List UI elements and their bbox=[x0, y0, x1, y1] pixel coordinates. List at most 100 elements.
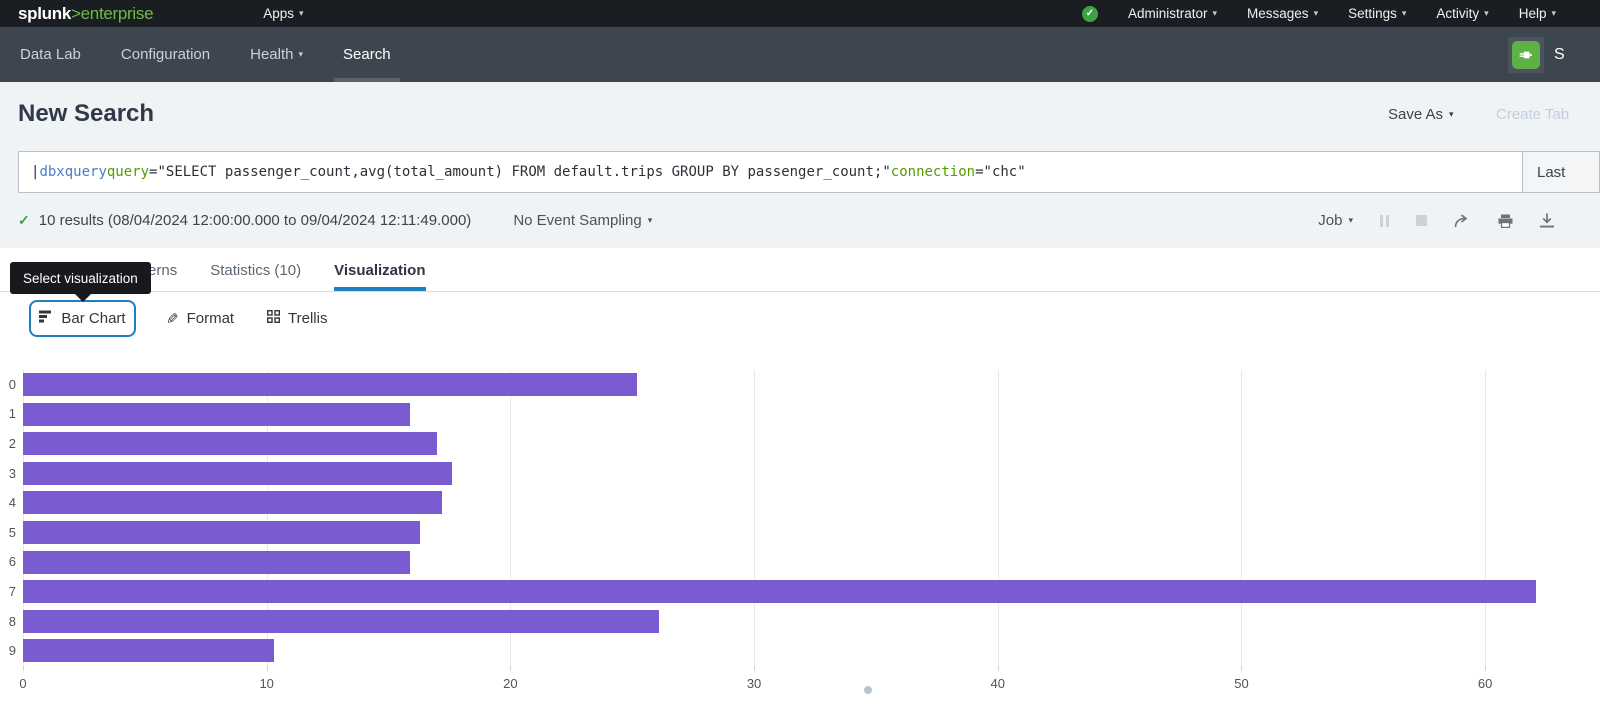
pencil-icon: ✎ bbox=[166, 310, 179, 328]
results-bar: ✓ 10 results (08/04/2024 12:00:00.000 to… bbox=[0, 193, 1600, 248]
query-equals: = bbox=[149, 164, 158, 180]
gridline bbox=[1485, 370, 1487, 666]
y-axis-label: 9 bbox=[8, 643, 16, 659]
job-menu[interactable]: Job ▾ bbox=[1318, 212, 1353, 229]
format-button[interactable]: ✎ Format bbox=[166, 300, 234, 337]
bar-row bbox=[23, 400, 1568, 430]
query-pipe: | bbox=[31, 164, 40, 180]
bar-category-9[interactable] bbox=[23, 639, 274, 663]
gridline bbox=[997, 370, 999, 666]
nav-item-label: Search bbox=[343, 46, 391, 63]
bar-category-4[interactable] bbox=[23, 491, 443, 515]
results-check-icon: ✓ bbox=[18, 212, 30, 228]
caret-down-icon: ▾ bbox=[298, 49, 304, 59]
nav-item-data-lab[interactable]: Data Lab bbox=[20, 27, 81, 82]
x-axis-tick bbox=[510, 666, 512, 671]
y-axis-label: 2 bbox=[8, 436, 16, 451]
splunk-logo[interactable]: splunk>enterprise bbox=[18, 3, 154, 24]
settings-menu-label: Settings bbox=[1348, 6, 1397, 21]
bar-row bbox=[23, 577, 1568, 607]
x-axis-tick-label: 40 bbox=[990, 676, 1005, 691]
bar-category-6[interactable] bbox=[23, 550, 411, 574]
topbar-right: ✓ Administrator ▾ Messages ▾ Settings ▾ … bbox=[1081, 5, 1600, 22]
format-label: Format bbox=[186, 310, 235, 327]
y-axis-label: 8 bbox=[8, 613, 16, 629]
bar-category-1[interactable] bbox=[23, 402, 411, 426]
messages-menu-label: Messages bbox=[1247, 6, 1309, 21]
app-navbar: Data Lab Configuration Health ▾ Search S bbox=[0, 27, 1600, 82]
create-table-label: Create Tab bbox=[1496, 106, 1570, 123]
query-value: "SELECT passenger_count,avg(total_amount… bbox=[157, 164, 891, 180]
x-axis-tick-label: 0 bbox=[19, 676, 27, 691]
gridline bbox=[266, 370, 268, 666]
nav-item-configuration[interactable]: Configuration bbox=[121, 27, 210, 82]
topbar: splunk>enterprise Apps ▾ ✓ Administrator… bbox=[0, 0, 1600, 27]
activity-menu[interactable]: Activity ▾ bbox=[1436, 6, 1488, 21]
x-axis-tick bbox=[23, 666, 24, 671]
save-as-button[interactable]: Save As ▾ bbox=[1388, 106, 1454, 123]
bar-category-5[interactable] bbox=[23, 520, 421, 544]
gridline bbox=[23, 370, 24, 666]
chart-plot-area bbox=[23, 370, 1568, 666]
app-badge-frame bbox=[1508, 36, 1544, 73]
job-controls: Job ▾ bbox=[1318, 212, 1600, 229]
x-axis-tick bbox=[997, 666, 999, 671]
download-icon[interactable] bbox=[1540, 213, 1554, 228]
pause-icon[interactable] bbox=[1380, 214, 1389, 227]
stop-icon[interactable] bbox=[1416, 215, 1427, 226]
nav-item-health[interactable]: Health ▾ bbox=[250, 27, 303, 82]
bar-row bbox=[23, 370, 1568, 400]
caret-down-icon: ▾ bbox=[1449, 109, 1454, 119]
chart-type-button[interactable]: Bar Chart bbox=[29, 300, 136, 337]
administrator-menu[interactable]: Administrator ▾ bbox=[1128, 6, 1217, 21]
time-range-picker[interactable]: Last bbox=[1522, 152, 1599, 192]
nav-item-search[interactable]: Search bbox=[334, 27, 399, 82]
bar-category-0[interactable] bbox=[23, 373, 638, 396]
share-icon[interactable] bbox=[1454, 213, 1471, 228]
print-icon[interactable] bbox=[1498, 214, 1513, 228]
search-bar: | dbxquery query = "SELECT passenger_cou… bbox=[18, 151, 1600, 193]
x-axis-tick-label: 20 bbox=[503, 676, 518, 691]
gridline bbox=[754, 370, 756, 666]
search-query-input[interactable]: | dbxquery query = "SELECT passenger_cou… bbox=[19, 152, 1522, 192]
query-value: "chc" bbox=[983, 164, 1026, 180]
bar-row bbox=[23, 607, 1568, 637]
tab-label: Statistics (10) bbox=[210, 261, 302, 279]
caret-down-icon: ▾ bbox=[1401, 8, 1407, 18]
x-axis-tick-label: 30 bbox=[746, 676, 762, 691]
help-menu[interactable]: Help ▾ bbox=[1519, 6, 1556, 21]
caret-down-icon: ▾ bbox=[299, 8, 304, 18]
x-axis-tick bbox=[266, 666, 268, 671]
create-table-button[interactable]: Create Tab bbox=[1496, 106, 1600, 123]
nav-item-label: Health bbox=[250, 46, 294, 63]
app-badge-text: S bbox=[1554, 45, 1565, 63]
logo-gt-text: > bbox=[71, 3, 81, 23]
bar-row bbox=[23, 548, 1568, 578]
trellis-grid-icon bbox=[266, 309, 281, 327]
trellis-button[interactable]: Trellis bbox=[266, 300, 328, 337]
bar-row bbox=[23, 429, 1568, 459]
x-axis-tick-label: 10 bbox=[259, 676, 274, 691]
bar-row bbox=[23, 518, 1568, 548]
bar-category-3[interactable] bbox=[23, 461, 452, 485]
y-axis-label: 5 bbox=[8, 524, 16, 540]
administrator-menu-label: Administrator bbox=[1127, 6, 1208, 21]
trellis-label: Trellis bbox=[288, 310, 328, 327]
x-axis-tick bbox=[754, 666, 756, 671]
health-check-icon[interactable]: ✓ bbox=[1081, 5, 1098, 22]
bar-category-7[interactable] bbox=[23, 580, 1537, 604]
scroll-dot[interactable] bbox=[864, 686, 872, 694]
query-equals: = bbox=[975, 164, 984, 180]
bar-category-8[interactable] bbox=[23, 609, 660, 633]
app-badge[interactable]: S bbox=[1508, 27, 1600, 82]
settings-menu[interactable]: Settings ▾ bbox=[1348, 6, 1406, 21]
bar-chart-icon bbox=[39, 310, 53, 327]
tab-visualization[interactable]: Visualization bbox=[334, 262, 426, 291]
messages-menu[interactable]: Messages ▾ bbox=[1247, 6, 1318, 21]
bar-category-2[interactable] bbox=[23, 432, 438, 456]
event-sampling-dropdown[interactable]: No Event Sampling ▾ bbox=[513, 212, 652, 229]
tab-statistics[interactable]: Statistics (10) bbox=[210, 262, 301, 279]
tooltip-text: Select visualization bbox=[23, 270, 138, 286]
apps-menu[interactable]: Apps ▾ bbox=[263, 6, 303, 21]
gridline bbox=[1241, 370, 1243, 666]
